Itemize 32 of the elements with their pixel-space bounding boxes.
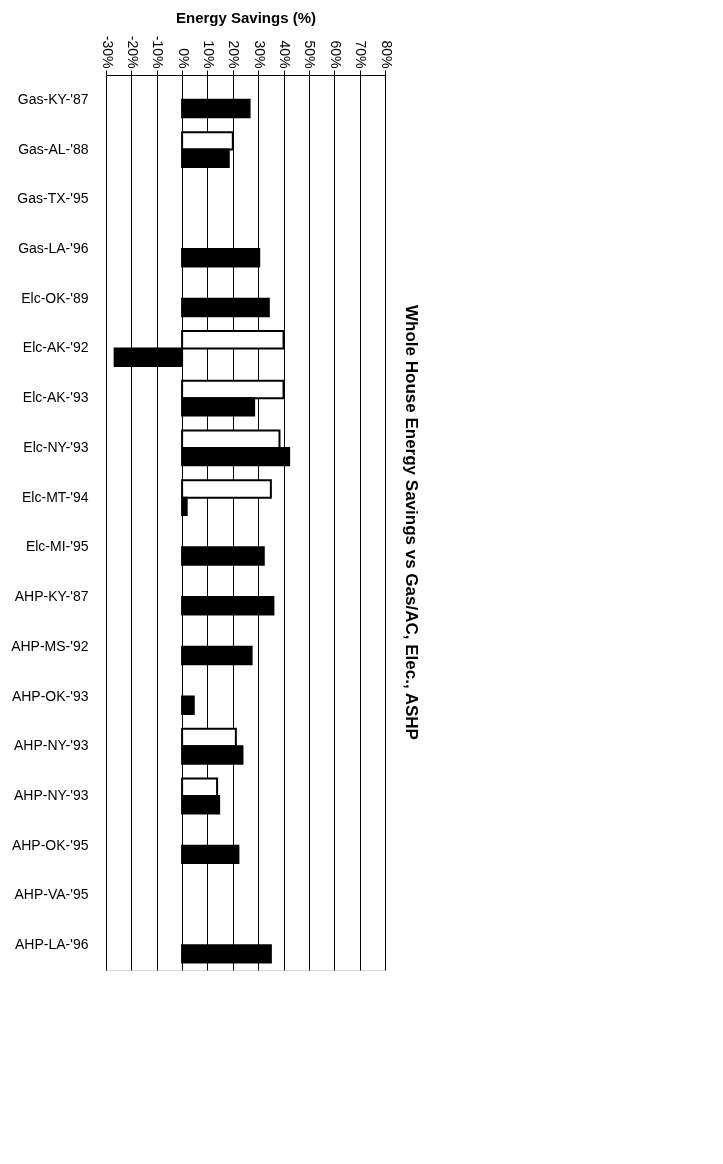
y-tick-label: Elc-OK-'89 [21, 289, 89, 306]
x-tick-label: 50% [302, 40, 319, 69]
y-tick-label: Gas-TX-'95 [17, 190, 89, 207]
y-tick-label: Elc-MT-'94 [22, 488, 89, 505]
x-tick-label: 70% [353, 40, 370, 69]
y-tick-label: AHP-MS-'92 [11, 637, 89, 654]
y-tick-label: Elc-AK-'92 [22, 339, 89, 356]
x-tick-label: 0% [175, 48, 192, 69]
x-tick-label: -10% [150, 35, 167, 69]
y-tick-label: AHP-OK-'93 [11, 687, 89, 704]
y-tick-label: AHP-KY-'87 [14, 588, 89, 605]
x-tick-label: 10% [200, 40, 217, 69]
y-tick-label: Gas-AL-'88 [18, 140, 89, 157]
y-tick-label: Gas-KY-'87 [17, 90, 89, 107]
y-tick-label: AHP-NY-'93 [13, 737, 89, 754]
y-tick-label: Gas-LA-'96 [18, 240, 89, 257]
text: Whole House Energy Savings vs Gas/AC, Elec., ASHP [402, 305, 421, 740]
x-tick-label: 30% [251, 40, 268, 69]
x-tick-label: -20% [124, 35, 141, 69]
y-tick-label: AHP-NY-'93 [13, 786, 89, 803]
x-tick-label: 40% [277, 40, 294, 69]
x-tick-label: 20% [226, 40, 243, 69]
y-tick-label: Elc-NY-'93 [23, 438, 89, 455]
y-tick-label: AHP-LA-'96 [15, 936, 89, 953]
x-axis-title: Energy Savings (%) [175, 8, 317, 26]
y-tick-label: AHP-VA-'95 [14, 886, 89, 903]
y-tick-label: Elc-AK-'93 [22, 389, 89, 406]
y-tick-label: AHP-OK-'95 [11, 836, 89, 853]
x-tick-label: 60% [327, 40, 344, 69]
x-tick-label: 80% [378, 40, 395, 69]
y-tick-label: Elc-MI-'95 [25, 538, 89, 555]
x-tick-label: -30% [99, 35, 116, 69]
